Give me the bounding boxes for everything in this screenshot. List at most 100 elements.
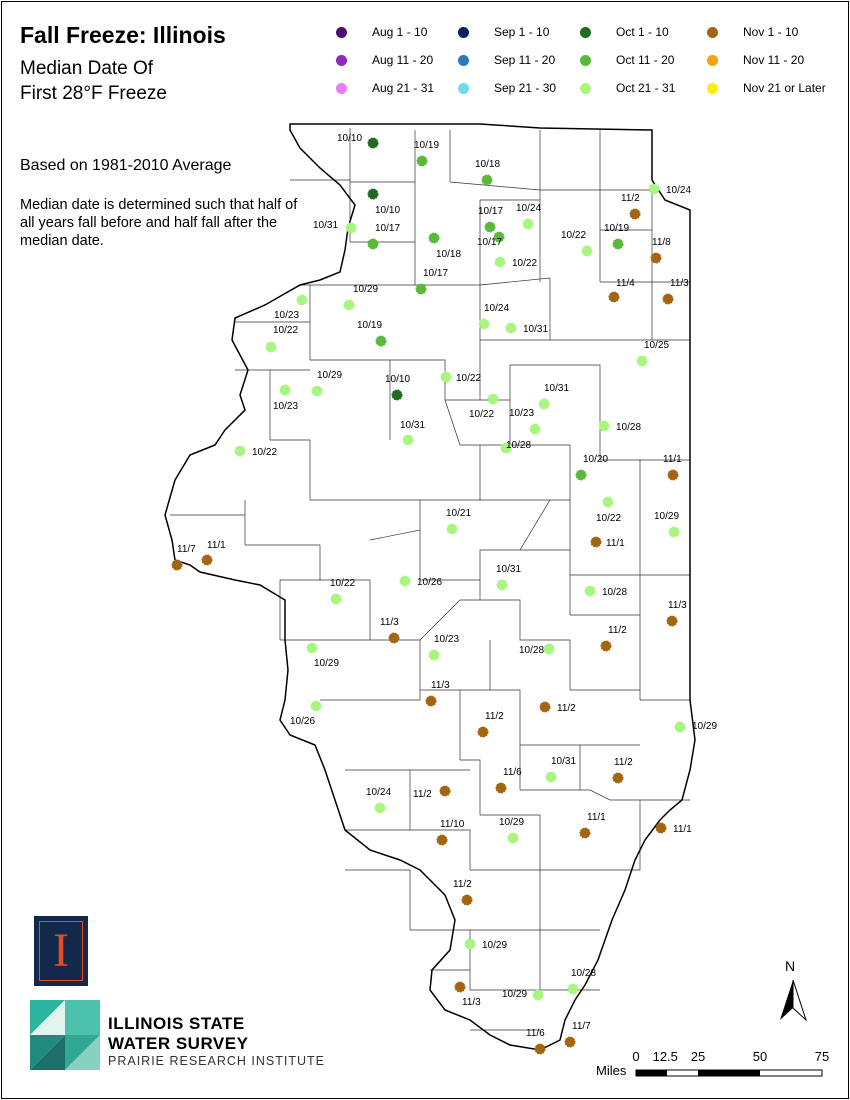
station-date-label: 11/3 [380,617,399,628]
station-marker-icon [234,445,246,457]
station-marker-icon [464,938,476,950]
station-marker-icon [446,523,458,535]
station: 10/23 [509,408,541,435]
station: 10/28 [584,585,627,598]
legend-item: Oct 11 - 20 [580,53,674,67]
station-date-label: 10/29 [654,511,679,522]
station-marker-icon [650,252,662,264]
station-date-label: 10/24 [366,787,391,798]
station: 10/10 [337,133,379,149]
station-date-label: 11/2 [453,879,472,890]
station-marker-icon [428,649,440,661]
station: 10/31 [545,756,576,783]
station: 10/28 [500,440,531,454]
station-marker-icon [171,559,183,571]
station: 10/25 [636,340,669,367]
legend-label: Aug 11 - 20 [372,53,434,67]
station: 11/2 [539,701,576,714]
station: 11/6 [495,767,522,794]
station: 11/10 [436,819,465,846]
station-date-label: 10/31 [313,220,338,231]
station: 10/18 [428,232,461,260]
legend-swatch-icon [580,26,591,38]
station-marker-icon [600,640,612,652]
station-marker-icon [608,291,620,303]
scale-tick-label: 50 [752,1049,768,1064]
station-marker-icon [655,822,667,834]
station-date-label: 11/2 [608,625,627,636]
scale-unit: Miles [596,1063,627,1078]
station-marker-icon [388,632,400,644]
legend-item: Aug 11 - 20 [336,53,433,67]
station-date-label: 11/10 [440,819,465,830]
station-date-label: 10/17 [423,268,448,279]
legend-swatch-icon [707,82,718,94]
station: 10/29 [502,989,544,1001]
scale-bar [635,1069,823,1077]
station: 10/17 [478,206,503,233]
station-date-label: 11/2 [485,711,504,722]
station: 10/24 [366,787,391,814]
station-marker-icon [478,318,490,330]
station-marker-icon [494,256,506,268]
station: 10/22 [561,230,593,257]
station-marker-icon [581,245,593,257]
station: 11/3 [666,600,687,627]
station-date-label: 11/1 [663,454,682,465]
station-date-label: 10/10 [337,133,362,144]
legend-label: Aug 1 - 10 [372,25,428,39]
station-date-label: 11/6 [526,1028,545,1039]
station-date-label: 10/31 [544,383,569,394]
map-subtitle-line1: Median Date Of [20,58,154,79]
station-marker-icon [579,827,591,839]
county-boundaries [170,128,690,1031]
station: 10/22 [469,393,499,420]
station-marker-icon [374,802,386,814]
station-marker-icon [496,579,508,591]
station-marker-icon [567,983,579,995]
station-marker-icon [201,554,213,566]
station: 10/26 [290,700,322,727]
legend-item: Aug 1 - 10 [336,25,427,39]
legend-label: Sep 1 - 10 [494,25,550,39]
station: 11/2 [477,711,504,738]
station-date-label: 11/1 [587,812,606,823]
station-date-label: 10/28 [602,587,627,598]
station: 10/23 [428,634,459,661]
station: 10/21 [446,508,471,535]
station: 11/8 [650,237,671,264]
station-date-label: 10/22 [469,409,494,420]
station-marker-icon [399,575,411,587]
station: 10/22 [330,578,355,605]
scale-tick-label: 25 [690,1049,706,1064]
station-marker-icon [666,615,678,627]
station: 10/22 [494,256,537,269]
station-date-label: 10/29 [692,721,717,732]
agency-name-line1: ILLINOIS STATE [108,1014,245,1033]
legend-swatch-icon [580,54,591,66]
station-date-label: 10/26 [290,716,315,727]
station: 10/19 [357,320,387,347]
station: 10/23 [273,384,298,412]
station-marker-icon [391,389,403,401]
north-arrow-icon [780,979,808,1022]
station: 10/31 [400,420,425,446]
station-date-label: 10/22 [596,513,621,524]
station: 11/3 [454,981,481,1008]
station-marker-icon [439,785,451,797]
station-date-label: 10/18 [475,159,500,170]
station-date-label: 11/7 [572,1021,591,1032]
legend-item: Aug 21 - 31 [336,81,434,95]
station-marker-icon [375,335,387,347]
station: 11/2 [600,625,627,652]
station-marker-icon [612,772,624,784]
station-date-label: 10/25 [644,340,669,351]
legend-label: Aug 21 - 31 [372,81,435,95]
legend-item: Sep 11 - 20 [458,53,555,67]
station-marker-icon [668,526,680,538]
station-date-label: 10/22 [273,325,298,336]
station-date-label: 10/28 [506,440,531,451]
station-date-label: 10/22 [456,373,481,384]
station-marker-icon [402,434,414,446]
station-marker-icon [602,496,614,508]
